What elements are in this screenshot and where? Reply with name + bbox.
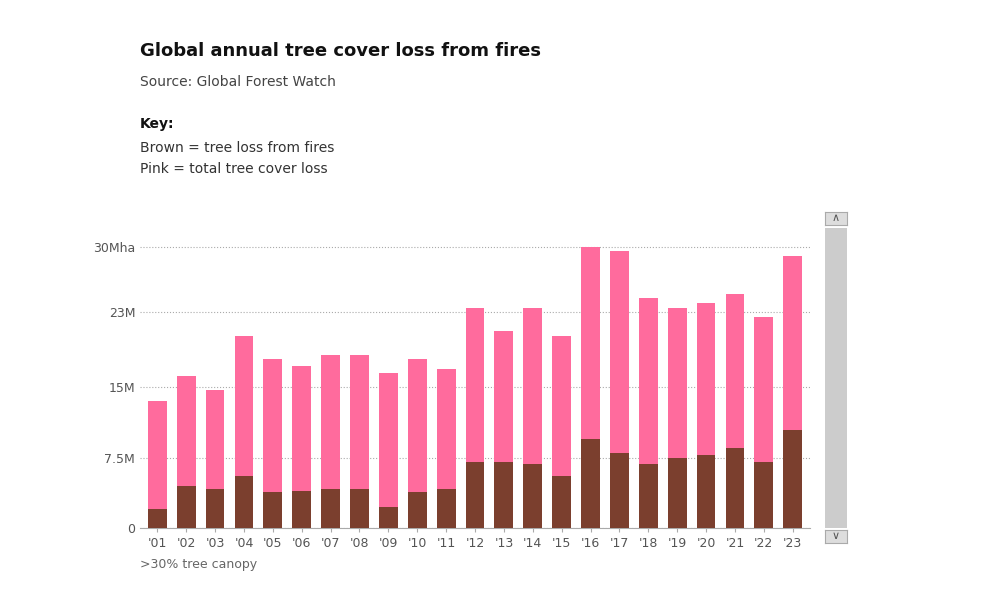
Bar <box>408 493 427 528</box>
Text: ∧: ∧ <box>832 214 840 223</box>
Bar <box>263 359 282 528</box>
Bar <box>148 401 167 528</box>
Text: ∨: ∨ <box>832 532 840 541</box>
Bar <box>697 455 715 528</box>
Bar <box>726 293 744 528</box>
Bar <box>206 390 224 528</box>
Bar <box>610 453 629 528</box>
Bar <box>668 308 687 528</box>
Bar <box>292 366 311 528</box>
Bar <box>350 488 369 528</box>
Bar <box>783 256 802 528</box>
Bar <box>552 336 571 528</box>
Bar <box>783 430 802 528</box>
Bar <box>639 464 658 528</box>
Bar <box>148 509 167 528</box>
Bar <box>754 463 773 528</box>
Bar <box>321 488 340 528</box>
Bar <box>437 488 456 528</box>
Bar <box>581 439 600 528</box>
Bar <box>177 486 196 528</box>
Bar <box>466 463 484 528</box>
Bar <box>408 359 427 528</box>
Bar <box>581 247 600 528</box>
Text: Pink = total tree cover loss: Pink = total tree cover loss <box>140 162 328 176</box>
Text: Key:: Key: <box>140 117 175 131</box>
Bar <box>379 373 398 528</box>
Bar <box>235 336 253 528</box>
Bar <box>292 491 311 528</box>
Bar <box>668 458 687 528</box>
Bar <box>639 298 658 528</box>
Text: Global annual tree cover loss from fires: Global annual tree cover loss from fires <box>140 42 541 60</box>
Text: >30% tree canopy: >30% tree canopy <box>140 558 257 571</box>
Bar <box>697 303 715 528</box>
Bar <box>263 493 282 528</box>
Bar <box>726 448 744 528</box>
Bar <box>494 463 513 528</box>
Bar <box>523 308 542 528</box>
Bar <box>350 355 369 528</box>
Bar <box>466 308 484 528</box>
Bar <box>321 355 340 528</box>
Bar <box>206 488 224 528</box>
Bar <box>235 476 253 528</box>
Bar <box>523 464 542 528</box>
Bar <box>177 376 196 528</box>
Text: Brown = tree loss from fires: Brown = tree loss from fires <box>140 141 334 155</box>
Bar <box>754 317 773 528</box>
Bar <box>610 251 629 528</box>
Bar <box>437 368 456 528</box>
Bar <box>494 331 513 528</box>
Bar <box>552 476 571 528</box>
Text: Source: Global Forest Watch: Source: Global Forest Watch <box>140 75 336 89</box>
Bar <box>379 508 398 528</box>
